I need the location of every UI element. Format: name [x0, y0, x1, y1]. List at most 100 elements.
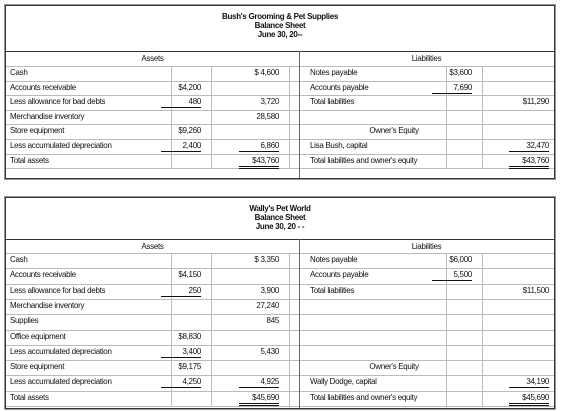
header-rule [6, 239, 554, 240]
amount: $4,150 [178, 270, 201, 280]
total-amount: 3,720 [260, 97, 279, 107]
row-label: Total liabilities [310, 97, 355, 107]
row-label: Accounts payable [310, 82, 369, 92]
total-amount: 32,470 [509, 141, 549, 152]
total-amount: $ 4,600 [254, 68, 279, 77]
total-amount: $45,690 [239, 393, 279, 406]
total-amount: 3,900 [260, 285, 279, 295]
total-amount: 27,240 [256, 300, 279, 310]
amount: 480 [161, 97, 201, 109]
amount: $8,830 [178, 331, 201, 341]
row-label: Less accumulated depreciation [10, 141, 112, 150]
row-rule [6, 390, 554, 392]
row-rule [6, 66, 554, 67]
row-rule [6, 360, 554, 362]
row-label: Total assets [10, 392, 49, 402]
row-label: Accounts payable [310, 270, 369, 280]
row-rule [6, 95, 554, 97]
amount: 7,690 [432, 83, 472, 94]
sheet-date: June 30, 20-- [257, 30, 303, 39]
total-amount: $11,290 [522, 97, 550, 107]
row-label: Cash [10, 255, 28, 264]
amount: 4,250 [161, 377, 201, 389]
row-label: Supplies [10, 316, 39, 326]
column-rule [446, 66, 447, 169]
column-rule [289, 66, 290, 169]
row-rule [6, 268, 554, 270]
row-rule [6, 124, 554, 126]
row-label: Total liabilities [310, 285, 355, 295]
total-amount: $11,500 [522, 285, 550, 295]
total-amount: $43,760 [509, 156, 549, 169]
column-divider [299, 239, 300, 408]
amount: 3,400 [161, 347, 201, 358]
total-amount: 34,190 [509, 377, 549, 389]
total-amount: 4,925 [239, 377, 279, 389]
column-rule [171, 253, 172, 406]
row-label: Total assets [10, 155, 49, 165]
column-rule [211, 253, 212, 406]
amount: $9,260 [178, 126, 201, 136]
row-rule [6, 344, 554, 346]
sheet-company: Wally's Pet World [249, 204, 311, 213]
sheet-company: Bush's Grooming & Pet Supplies [221, 12, 339, 21]
row-rule [6, 253, 554, 254]
amount: $9,175 [178, 362, 201, 372]
sheet-date: June 30, 20 - - [255, 222, 305, 231]
row-label: Merchandise inventory [10, 300, 85, 310]
row-label: Merchandise inventory [10, 111, 85, 121]
row-rule [6, 406, 554, 407]
amount: $6,000 [449, 255, 472, 264]
column-rule [171, 66, 172, 169]
column-rule [482, 66, 483, 169]
row-label: Less allowance for bad debts [10, 285, 106, 295]
column-rule [211, 66, 212, 169]
row-rule [6, 375, 554, 377]
row-rule [6, 298, 554, 300]
row-label: Store equipment [10, 362, 65, 372]
row-rule [6, 283, 554, 285]
amount: 2,400 [161, 141, 201, 152]
row-rule [6, 314, 554, 316]
amount: $3,600 [449, 68, 472, 77]
row-label: Accounts receivable [10, 82, 76, 92]
row-label: Cash [10, 68, 28, 77]
row-rule [6, 109, 554, 111]
equity-heading: Owner's Equity [369, 126, 419, 136]
row-rule [6, 168, 554, 170]
row-label: Less accumulated depreciation [10, 377, 112, 387]
balance-sheet: Wally's Pet World Balance Sheet June 30, 2… [5, 197, 555, 409]
amount: 5,500 [432, 270, 472, 282]
total-amount: 6,860 [239, 141, 279, 152]
liabilities-heading: Liabilities [411, 54, 442, 63]
row-label: Wally Dodge, capital [310, 377, 377, 387]
row-rule [6, 139, 554, 140]
row-label: Total liabilities and owner's equity [310, 155, 418, 165]
row-label: Notes payable [310, 255, 358, 264]
row-label: Less allowance for bad debts [10, 97, 106, 107]
total-amount: $43,760 [239, 156, 279, 169]
total-amount: $45,690 [509, 393, 549, 406]
equity-heading: Owner's Equity [369, 362, 419, 372]
row-rule [6, 153, 554, 155]
column-divider [299, 51, 300, 178]
assets-heading: Assets [141, 54, 164, 63]
row-label: Total liabilities and owner's equity [310, 392, 418, 402]
row-label: Lisa Bush, capital [310, 141, 368, 150]
total-amount: 845 [266, 316, 280, 326]
amount: 250 [161, 286, 201, 297]
row-rule [6, 329, 554, 331]
column-rule [482, 253, 483, 406]
sheet-title: Balance Sheet [254, 21, 306, 30]
row-label: Less accumulated depreciation [10, 346, 112, 356]
row-rule [6, 80, 554, 82]
row-label: Store equipment [10, 126, 65, 136]
column-rule [446, 253, 447, 406]
assets-heading: Assets [141, 242, 164, 251]
amount: $4,200 [178, 82, 201, 92]
sheet-title: Balance Sheet [254, 213, 306, 222]
row-label: Accounts receivable [10, 270, 76, 280]
row-label: Notes payable [310, 68, 358, 77]
row-label: Office equipment [10, 331, 66, 341]
